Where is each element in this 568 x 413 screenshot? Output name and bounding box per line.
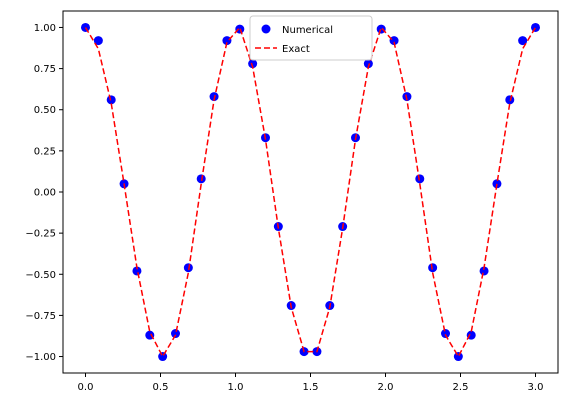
y-axis: 1.00 0.75 0.50 0.25 0.00 −0.25 −0.50 −0.75 −1.00 <box>25 23 63 363</box>
data-point-numerical <box>132 266 142 276</box>
data-point-numerical <box>106 95 116 105</box>
x-tick-label: 3.0 <box>528 382 544 393</box>
data-point-numerical <box>158 352 168 362</box>
x-tick-label: 1.0 <box>228 382 244 393</box>
data-point-numerical <box>376 24 386 34</box>
x-tick-label: 0.0 <box>78 382 94 393</box>
data-point-numerical <box>389 36 399 46</box>
data-point-numerical <box>248 59 258 69</box>
y-tick-label: 0.75 <box>34 64 56 75</box>
x-tick-label: 2.0 <box>378 382 394 393</box>
legend-label-numerical: Numerical <box>282 25 333 36</box>
y-tick-label: 1.00 <box>34 23 56 34</box>
data-point-numerical <box>492 179 502 189</box>
data-point-numerical <box>441 329 450 339</box>
series-layer <box>81 22 540 362</box>
y-tick-label: −0.75 <box>25 311 56 322</box>
data-point-numerical <box>171 329 180 339</box>
y-tick-label: 0.00 <box>34 188 56 199</box>
plot-area <box>62 10 559 374</box>
series-numerical <box>81 22 540 362</box>
y-tick-label: 0.25 <box>34 146 56 157</box>
data-point-numerical <box>363 59 373 69</box>
data-point-numerical <box>93 36 103 46</box>
x-axis: 0.0 0.5 1.0 1.5 2.0 2.5 3.0 <box>78 373 544 393</box>
y-tick-label: 0.50 <box>34 105 56 116</box>
data-point-numerical <box>222 36 232 46</box>
data-point-numerical <box>453 352 463 362</box>
x-tick-label: 2.5 <box>453 382 469 393</box>
legend-label-exact: Exact <box>282 44 310 55</box>
y-tick-label: −0.50 <box>25 270 56 281</box>
y-tick-label: −1.00 <box>25 352 56 363</box>
legend-box <box>249 15 373 61</box>
x-tick-label: 0.5 <box>153 382 169 393</box>
x-tick-label: 1.5 <box>303 382 319 393</box>
y-tick-label: −0.25 <box>25 229 56 240</box>
legend-marker-numerical <box>261 24 271 34</box>
plot-frame <box>62 10 559 374</box>
series-line-exact <box>84 25 537 359</box>
legend: Numerical Exact <box>249 15 373 61</box>
data-point-numerical <box>518 36 528 46</box>
data-point-numerical <box>505 95 515 105</box>
data-point-numerical <box>479 266 489 276</box>
data-point-numerical <box>531 22 540 32</box>
